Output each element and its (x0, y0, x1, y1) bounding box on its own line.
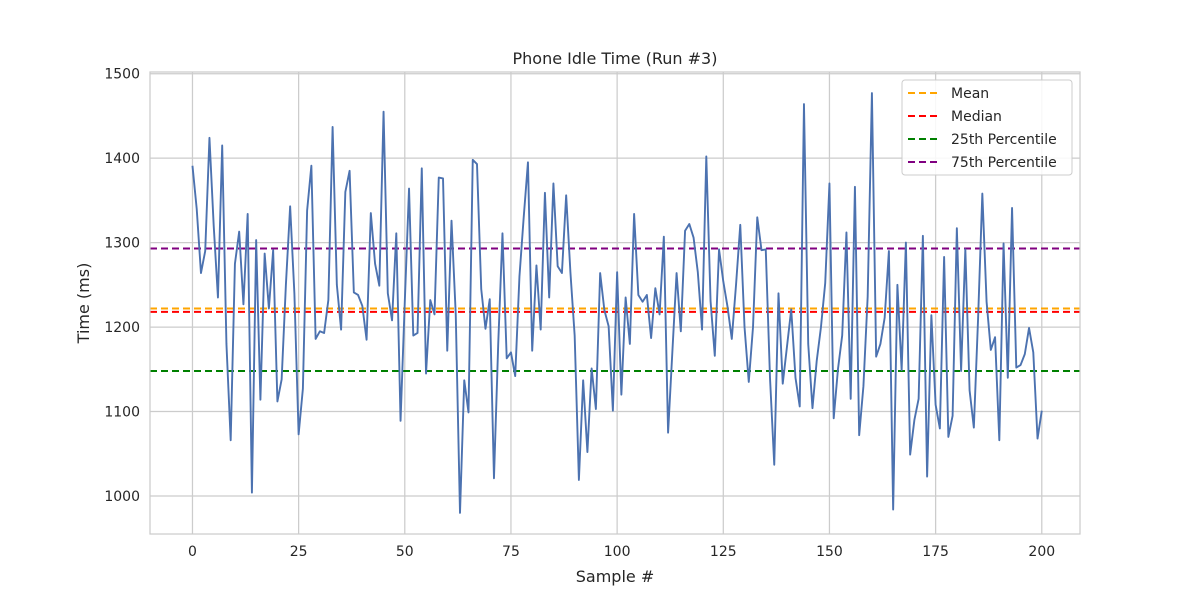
y-axis-label: Time (ms) (74, 263, 93, 345)
legend-label-75th-percentile: 75th Percentile (951, 155, 1057, 171)
y-tick-label: 1100 (104, 405, 140, 421)
x-tick-label: 25 (290, 544, 308, 560)
y-tick-label: 1300 (104, 236, 140, 252)
y-tick-label: 1400 (104, 151, 140, 167)
y-tick-label: 1500 (104, 67, 140, 83)
x-tick-label: 150 (816, 544, 843, 560)
x-tick-label: 200 (1028, 544, 1055, 560)
legend-label-median: Median (951, 109, 1002, 125)
x-axis-label: Sample # (576, 567, 654, 586)
x-tick-label: 175 (922, 544, 949, 560)
x-tick-label: 100 (604, 544, 631, 560)
x-tick-label: 125 (710, 544, 737, 560)
x-tick-label: 0 (188, 544, 197, 560)
chart-title: Phone Idle Time (Run #3) (513, 49, 718, 68)
x-tick-label: 75 (502, 544, 520, 560)
legend: Mean Median 25th Percentile 75th Percentile (902, 80, 1072, 175)
legend-label-25th-percentile: 25th Percentile (951, 132, 1057, 148)
y-tick-labels: 1000 1100 1200 1300 1400 1500 (104, 67, 140, 505)
x-tick-labels: 0 25 50 75 100 125 150 175 200 (188, 544, 1055, 560)
x-tick-label: 50 (396, 544, 414, 560)
y-tick-label: 1000 (104, 489, 140, 505)
legend-label-mean: Mean (951, 86, 989, 102)
y-tick-label: 1200 (104, 320, 140, 336)
